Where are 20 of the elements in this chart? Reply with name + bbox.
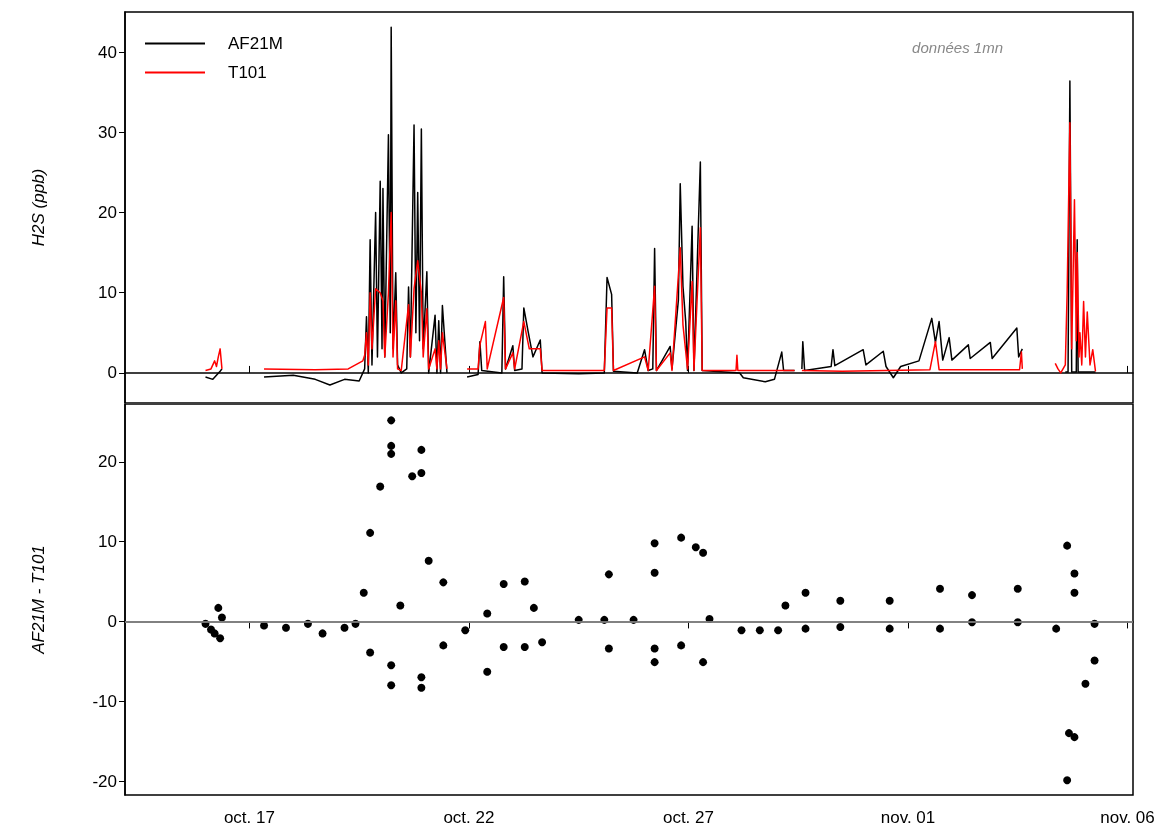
x-tick-label: oct. 22 [443,808,495,827]
x-tick-label: oct. 27 [662,808,714,827]
y-tick-label: 20 [98,203,117,223]
y-tick-label: 30 [98,122,117,142]
y-tick-label: 0 [107,611,117,631]
x-tick-label: nov. 01 [880,808,936,827]
legend-label: T101 [228,63,267,82]
y-axis-title: AF21M - T101 [29,545,48,655]
x-tick-label: nov. 06 [1100,808,1155,827]
y-tick-label: 20 [98,452,117,472]
x-tick-label: oct. 17 [223,808,275,827]
y-tick-label: -20 [92,771,117,791]
y-tick-label: 0 [107,363,117,383]
y-tick-label: -10 [92,691,117,711]
y-tick-label: 10 [98,283,117,303]
y-axis-title: H2S (ppb) [29,168,48,247]
y-tick-label: 10 [98,532,117,552]
y-tick-label: 40 [98,42,117,62]
annotation: données 1mn [912,39,1004,56]
legend-label: AF21M [228,34,283,53]
